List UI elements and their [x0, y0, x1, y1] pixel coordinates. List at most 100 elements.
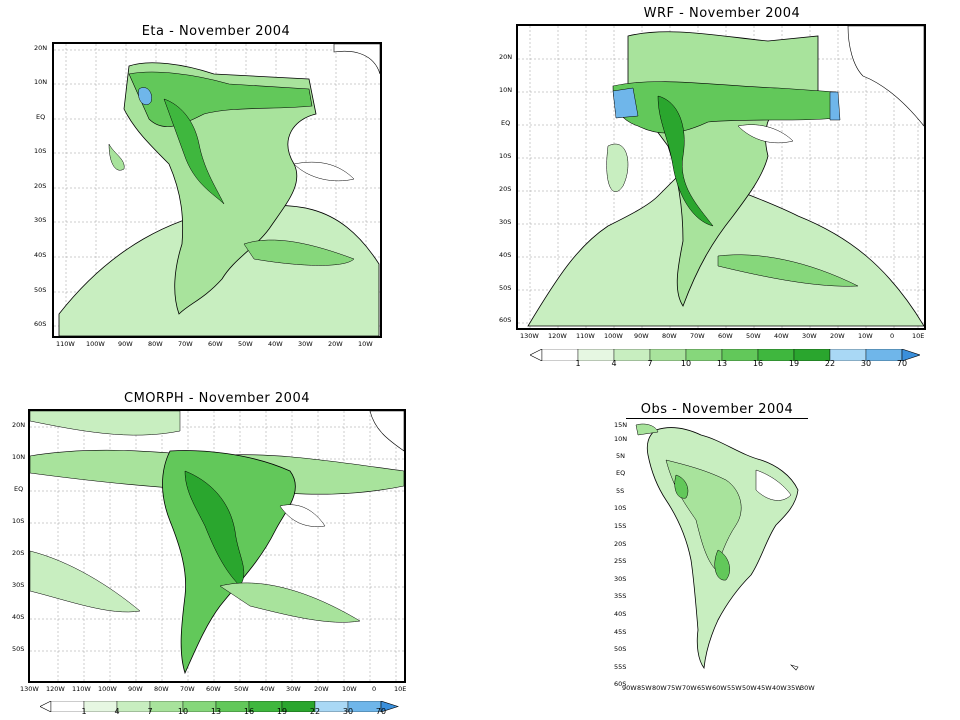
wrf-lat-tick: 50S — [499, 284, 512, 292]
wrf-colorbar-label: 70 — [896, 359, 908, 368]
obs-lat-tick: 35S — [614, 592, 627, 600]
eta-lat-tick: 20N — [34, 44, 48, 52]
obs-lon-tick: 80W — [652, 684, 667, 692]
wrf-lon-tick: 120W — [548, 332, 567, 340]
wrf-lat-tick: 20S — [499, 185, 512, 193]
wrf-lat-tick: 10S — [499, 152, 512, 160]
cmorph-map — [28, 409, 406, 683]
cmorph-lat-tick: 20S — [12, 549, 25, 557]
obs-dry-ne — [755, 469, 792, 501]
wrf-blue-west — [612, 87, 639, 119]
obs-lon-tick: 65W — [697, 684, 712, 692]
cmorph-colorbar-label: 22 — [309, 707, 321, 716]
obs-lon-tick: 75W — [667, 684, 682, 692]
eta-map-svg — [54, 44, 380, 336]
cmorph-lon-tick: 30W — [286, 685, 301, 693]
obs-south-core — [714, 549, 730, 581]
obs-falklands — [789, 664, 799, 671]
cmorph-africa — [369, 411, 404, 452]
obs-lat-tick: EQ — [616, 469, 626, 477]
wrf-colorbar-label: 4 — [611, 359, 617, 368]
eta-lon-tick: 40W — [268, 340, 283, 348]
wrf-lon-tick: 60W — [718, 332, 733, 340]
wrf-pacific-patch — [606, 143, 629, 192]
cmorph-colorbar-label: 4 — [114, 707, 120, 716]
cmorph-map-svg — [30, 411, 404, 681]
wrf-colorbar-swatch — [577, 348, 615, 362]
cmorph-lat-tick: 20N — [12, 421, 26, 429]
wrf-map-svg — [518, 26, 924, 328]
eta-africa-coast — [333, 44, 380, 75]
cmorph-lon-tick: 20W — [314, 685, 329, 693]
cmorph-colorbar-swatch — [116, 700, 151, 713]
obs-lon-tick: 35W — [787, 684, 802, 692]
wrf-colorbar-right-arrow — [901, 348, 921, 362]
obs-title: Obs - November 2004 — [640, 402, 794, 417]
cmorph-colorbar-label: 19 — [276, 707, 288, 716]
wrf-dry-ne — [737, 124, 794, 144]
obs-lon-tick: 55W — [727, 684, 742, 692]
obs-lat-tick: 10N — [614, 435, 628, 443]
cmorph-lon-tick: 90W — [128, 685, 143, 693]
eta-blue-max — [138, 87, 152, 105]
cmorph-lon-tick: 10E — [394, 685, 407, 693]
wrf-lat-tick: 40S — [499, 251, 512, 259]
obs-lat-tick: 50S — [614, 645, 627, 653]
obs-lon-tick: 45W — [757, 684, 772, 692]
obs-lon-tick: 70W — [682, 684, 697, 692]
wrf-colorbar: 1 4 7 10 13 16 19 22 30 70 — [529, 346, 921, 368]
wrf-map — [516, 24, 926, 330]
wrf-lat-tick: 60S — [499, 316, 512, 324]
eta-galapagos-patch — [108, 143, 125, 171]
obs-lat-tick: 25S — [614, 557, 627, 565]
cmorph-lat-tick: EQ — [14, 485, 24, 493]
cmorph-colorbar-label: 70 — [375, 707, 387, 716]
cmorph-colorbar-label: 10 — [177, 707, 189, 716]
eta-lon-tick: 80W — [148, 340, 163, 348]
cmorph-lon-tick: 70W — [180, 685, 195, 693]
eta-lon-tick: 10W — [358, 340, 373, 348]
cmorph-colorbar-swatch — [50, 700, 85, 713]
wrf-sacz-band — [717, 254, 859, 287]
obs-lon-tick: 90W — [622, 684, 637, 692]
obs-map-svg — [635, 423, 799, 671]
obs-lat-tick: 10S — [614, 504, 627, 512]
cmorph-colorbar-label: 13 — [210, 707, 222, 716]
wrf-lat-tick: 20N — [499, 53, 513, 61]
eta-lon-tick: 70W — [178, 340, 193, 348]
eta-sacz-band — [243, 239, 355, 266]
wrf-lon-tick: 110W — [576, 332, 595, 340]
wrf-title: WRF - November 2004 — [643, 6, 801, 21]
eta-lat-tick: 10N — [34, 78, 48, 86]
wrf-lon-tick: 50W — [746, 332, 761, 340]
cmorph-colorbar-label: 30 — [342, 707, 354, 716]
eta-map — [52, 42, 382, 338]
eta-lon-tick: 90W — [118, 340, 133, 348]
wrf-colorbar-label: 7 — [647, 359, 653, 368]
obs-lon-tick: 85W — [637, 684, 652, 692]
wrf-colorbar-left-arrow — [529, 348, 543, 362]
cmorph-lon-tick: 40W — [260, 685, 275, 693]
eta-lon-tick: 60W — [208, 340, 223, 348]
obs-lon-tick: 60W — [712, 684, 727, 692]
eta-lat-tick: 20S — [34, 182, 47, 190]
cmorph-lon-tick: 80W — [154, 685, 169, 693]
cmorph-lon-tick: 110W — [72, 685, 91, 693]
wrf-colorbar-label: 30 — [860, 359, 872, 368]
eta-lat-tick: EQ — [36, 113, 46, 121]
cmorph-lat-tick: 30S — [12, 581, 25, 589]
eta-lat-tick: 30S — [34, 216, 47, 224]
wrf-colorbar-svg — [529, 348, 921, 362]
eta-lon-tick: 100W — [86, 340, 105, 348]
wrf-andes-core — [657, 95, 714, 227]
obs-lat-tick: 15N — [614, 421, 628, 429]
cmorph-colorbar-label: 16 — [243, 707, 255, 716]
wrf-lon-tick: 40W — [774, 332, 789, 340]
wrf-lat-tick: 30S — [499, 218, 512, 226]
obs-lon-tick: 50W — [742, 684, 757, 692]
eta-title: Eta - November 2004 — [141, 24, 291, 39]
cmorph-north-patch — [30, 411, 181, 436]
cmorph-lon-tick: 100W — [98, 685, 117, 693]
cmorph-lon-tick: 60W — [206, 685, 221, 693]
wrf-lon-tick: 20W — [830, 332, 845, 340]
